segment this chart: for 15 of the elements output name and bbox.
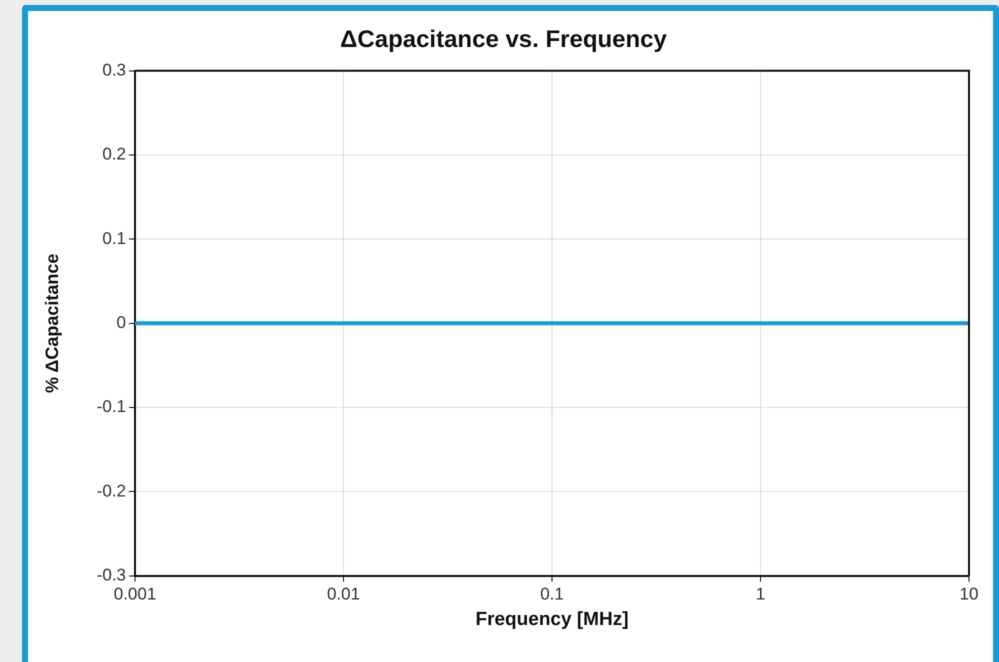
x-axis-title: Frequency [MHz] (475, 608, 629, 630)
y-tick-label: 0.1 (102, 228, 126, 248)
x-tick-label: 0.001 (114, 584, 156, 604)
y-tick-label: -0.3 (96, 565, 126, 584)
y-tick-label: 0.2 (102, 144, 126, 164)
x-tick-label: 10 (960, 584, 978, 604)
y-tick-label: 0 (116, 312, 126, 332)
x-tick-label: 0.01 (326, 584, 360, 604)
y-tick-label: -0.2 (96, 481, 126, 500)
y-tick-label: 0.3 (102, 60, 126, 80)
y-tick-label: -0.1 (96, 397, 126, 416)
y-axis-title: % ΔCapacitance (42, 254, 62, 393)
x-tick-label: 0.1 (540, 584, 564, 604)
chart-title: ΔCapacitance vs. Frequency (340, 26, 668, 54)
x-tick-label: 1 (756, 584, 766, 604)
